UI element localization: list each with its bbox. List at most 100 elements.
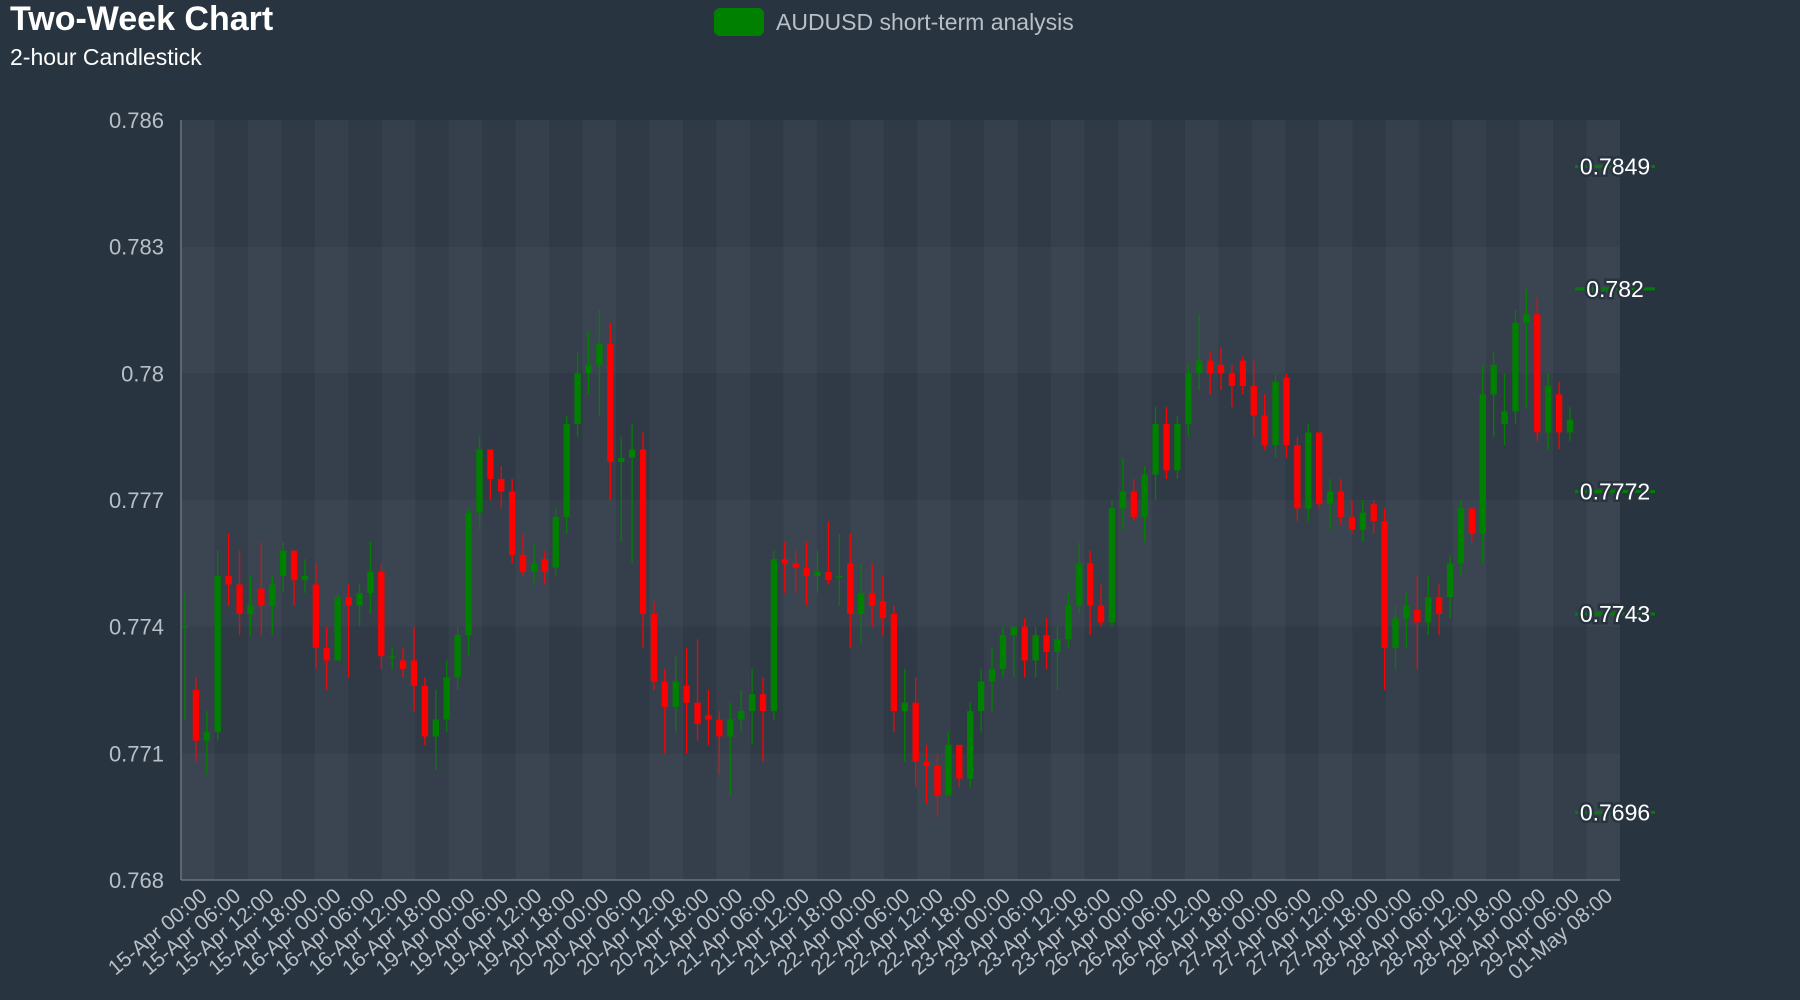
candle-body [967, 711, 974, 779]
candle-body [1468, 508, 1476, 534]
candle-body [1065, 605, 1072, 640]
y-tick-label: 0.768 [109, 868, 164, 893]
x-band [650, 120, 683, 880]
x-band [181, 120, 214, 880]
candle-body [923, 761, 930, 766]
candle-body [312, 584, 320, 648]
candle-body [509, 491, 516, 555]
candle-body [607, 343, 614, 462]
candle-body [519, 554, 527, 572]
candle-body [857, 592, 865, 614]
y-band [181, 626, 1620, 754]
x-band [783, 120, 816, 880]
candle-body [378, 571, 385, 657]
chart-title: Two-Week Chart [10, 0, 274, 38]
candle-body [356, 592, 363, 606]
candle-body [1446, 563, 1454, 598]
candle-body [1435, 597, 1443, 614]
candle-body [1457, 508, 1465, 564]
candle-body [1348, 516, 1356, 530]
candle-body [323, 647, 330, 661]
y-tick-label: 0.786 [109, 108, 164, 133]
y-band [181, 120, 1620, 247]
candle-body [1359, 512, 1366, 530]
y-band [181, 246, 1620, 374]
candle-body [1414, 609, 1421, 623]
candles [181, 288, 1574, 817]
chart-background-bands [181, 120, 1620, 880]
candle-body [1294, 445, 1301, 509]
candle-body [236, 584, 243, 614]
candle-body [912, 702, 919, 762]
price-level-label: 0.7772 [1580, 479, 1650, 505]
candle-body [290, 550, 298, 581]
candle-body [443, 677, 450, 720]
candle-body [836, 576, 843, 578]
candle-body [1196, 360, 1203, 374]
candle-body [1032, 635, 1039, 661]
candle-body [1086, 563, 1094, 606]
y-axis: 0.786 0.783 0.78 0.777 0.774 0.771 0.768 [109, 108, 1620, 893]
candle-body [1021, 626, 1028, 661]
candle-body [945, 744, 952, 796]
price-level-label: 0.7849 [1580, 153, 1650, 179]
candle-body [803, 567, 810, 576]
candle-body [181, 626, 189, 629]
y-tick-label: 0.771 [109, 741, 164, 766]
x-band [248, 120, 281, 880]
candle-body [1152, 424, 1159, 475]
candle-body [934, 766, 941, 796]
candle-body [345, 597, 352, 606]
y-tick-label: 0.774 [109, 615, 164, 640]
chart-subtitle: 2-hour Candlestick [10, 44, 202, 70]
candle-body [868, 592, 876, 606]
price-level-label: 0.7696 [1580, 799, 1650, 825]
candle-body [1370, 504, 1377, 522]
candle-body [1174, 424, 1181, 471]
candle-body [1261, 415, 1268, 446]
legend[interactable]: AUDUSD short-term analysis [714, 8, 1074, 36]
candle-body [639, 449, 647, 614]
candle-body [269, 584, 276, 606]
candle-body [1326, 491, 1334, 505]
candle-body [770, 559, 778, 712]
candle-body [792, 563, 799, 568]
candle-body [585, 364, 592, 374]
legend-swatch [714, 8, 764, 36]
price-level-label: 0.782 [1586, 276, 1644, 302]
candle-body [748, 694, 756, 712]
y-band [181, 500, 1620, 627]
candle-body [1163, 424, 1170, 471]
x-band [1185, 120, 1218, 880]
candle-body [1119, 491, 1127, 509]
candle-body [1043, 635, 1050, 652]
candle-body [192, 690, 200, 741]
x-band [382, 120, 415, 880]
candle-body [1381, 521, 1388, 648]
x-band [1520, 120, 1553, 880]
x-band [1051, 120, 1084, 880]
candle-body [988, 668, 996, 682]
candle-body [203, 732, 210, 741]
candle-body [1010, 626, 1017, 636]
candle-body [1130, 491, 1137, 517]
legend-label: AUDUSD short-term analysis [776, 8, 1074, 35]
x-band [315, 120, 348, 880]
candle-body [1239, 360, 1246, 386]
candle-body [1479, 394, 1486, 534]
candle-body [258, 588, 265, 606]
x-band [984, 120, 1017, 880]
candle-body [781, 559, 788, 564]
candle-body [389, 656, 396, 658]
candle-body [1555, 394, 1563, 433]
candle-body [999, 635, 1007, 669]
candle-body [716, 719, 723, 737]
candle-body [661, 681, 669, 707]
candle-body [901, 702, 908, 712]
candle-body [977, 681, 985, 712]
candle-body [530, 563, 538, 572]
candle-body [890, 614, 898, 712]
candle-body [847, 563, 854, 614]
x-band [1319, 120, 1352, 880]
x-band [583, 120, 616, 880]
